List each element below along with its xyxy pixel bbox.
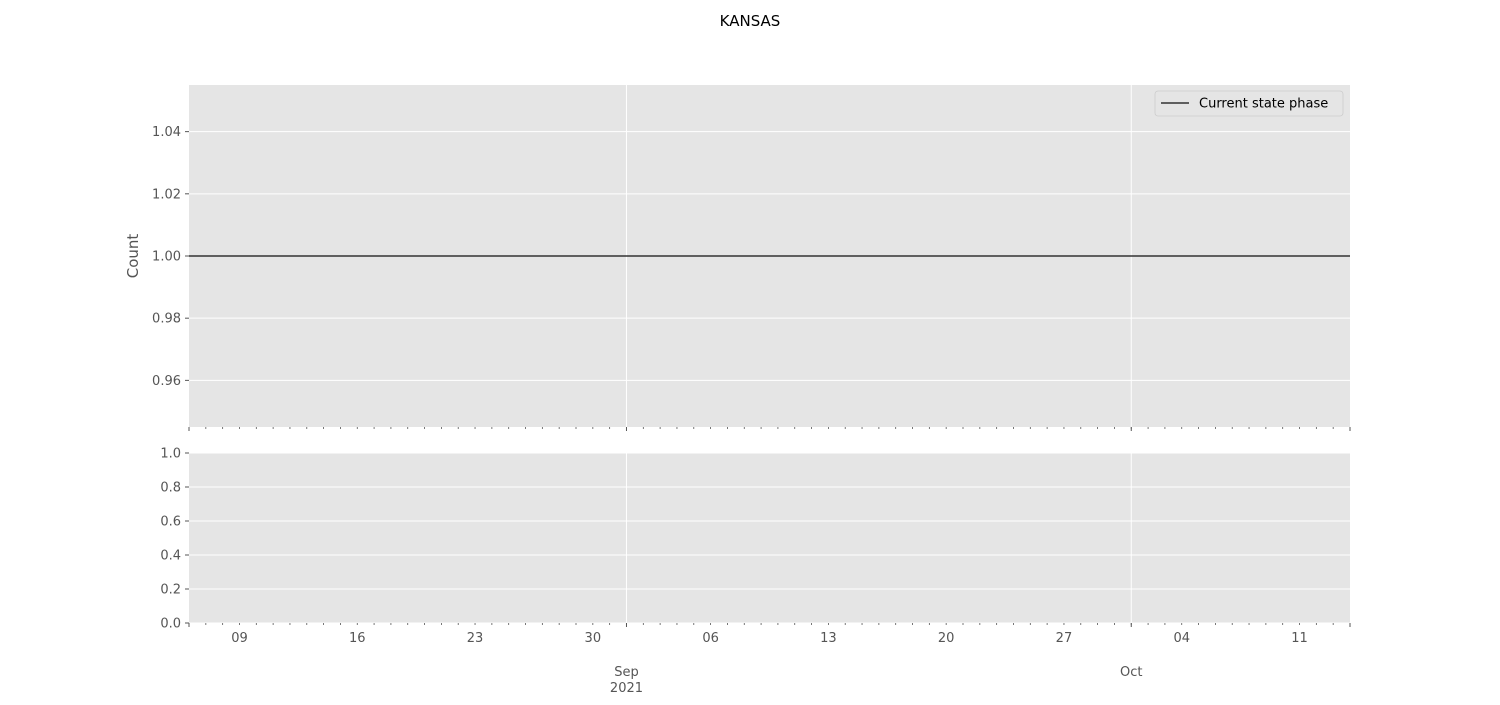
y-tick-label: 1.02 [152,187,181,202]
x-tick-label: 20 [938,631,955,646]
y-tick-label: 0.8 [160,481,181,496]
y-axis-label: Count [124,234,142,279]
axes-panel-1: 0.96 0.98 1.00 1.02 1.04 Count Current state p… [124,85,1351,431]
x-year-label: 2021 [610,681,643,696]
x-tick-label: 23 [467,631,484,646]
axes-panel-2: 0.0 0.2 0.4 0.6 0.8 1.0 [160,447,1351,632]
x-tick-label: 04 [1173,631,1190,646]
y-tick-label: 1.0 [160,447,181,462]
x-tick-label: 06 [702,631,719,646]
x-tick-label: 30 [585,631,602,646]
legend-box [1154,90,1344,117]
x-month-label: Sep [614,665,639,680]
x-tick-label: 11 [1291,631,1308,646]
chart-title: KANSAS [720,12,781,30]
y-tick-label: 0.2 [160,583,181,598]
x-tick-label: 16 [349,631,366,646]
x-tick-label: 27 [1056,631,1073,646]
y-tick-label: 1.04 [152,125,181,140]
y-tick-label: 0.6 [160,515,181,530]
legend-label: Current state phase [1199,97,1328,112]
y-tick-label: 0.0 [160,617,181,632]
x-month-label: Oct [1120,665,1142,680]
y-tick-label: 1.00 [152,250,181,265]
plot-area [189,453,1350,623]
legend: Current state phase [1154,90,1344,117]
y-tick-label: 0.4 [160,549,181,564]
x-tick-label: 09 [231,631,248,646]
y-tick-label: 0.98 [152,312,181,327]
x-tick-label: 13 [820,631,837,646]
y-tick-label: 0.96 [152,374,181,389]
